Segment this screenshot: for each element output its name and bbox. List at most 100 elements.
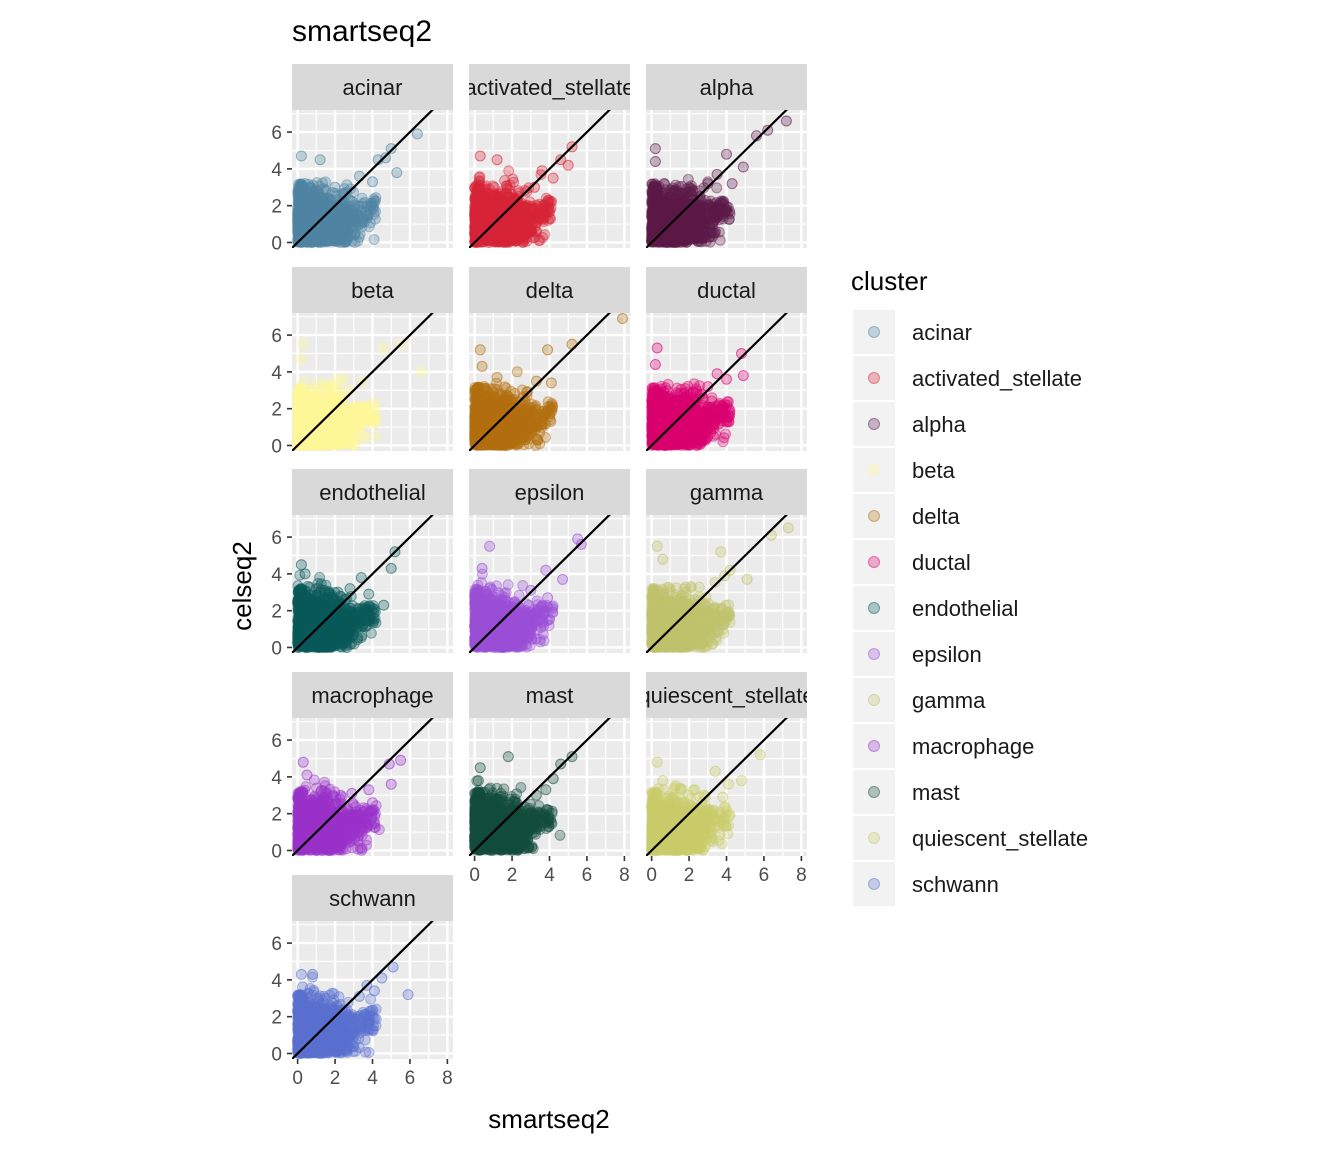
data-point	[307, 209, 319, 221]
data-point	[308, 232, 320, 244]
data-point	[479, 220, 491, 232]
data-point	[300, 207, 312, 219]
data-point	[296, 208, 308, 220]
data-point	[329, 233, 341, 245]
data-point	[469, 230, 481, 241]
data-point	[323, 232, 335, 244]
data-point	[341, 215, 353, 226]
data-point	[303, 235, 315, 247]
data-point	[524, 225, 536, 237]
data-point	[327, 235, 339, 247]
data-point	[296, 207, 308, 218]
data-point	[297, 211, 309, 223]
data-point	[294, 193, 306, 205]
data-point	[332, 224, 344, 236]
data-point	[356, 192, 368, 204]
data-point	[320, 235, 331, 247]
data-point	[337, 210, 349, 222]
data-point	[304, 216, 316, 227]
data-point	[293, 216, 305, 228]
data-point	[512, 211, 524, 223]
data-point	[298, 201, 310, 213]
data-point	[293, 198, 305, 209]
data-point	[321, 225, 333, 236]
data-point	[327, 228, 339, 240]
data-point-outlier	[762, 124, 774, 136]
data-point	[298, 219, 310, 231]
data-point	[353, 218, 365, 230]
data-point	[315, 199, 326, 211]
data-point	[295, 211, 307, 223]
data-point	[473, 194, 484, 206]
data-point-outlier	[411, 128, 423, 140]
data-point	[329, 214, 341, 226]
data-point	[315, 222, 327, 234]
data-point	[329, 219, 341, 231]
data-point	[296, 196, 308, 208]
data-point	[312, 231, 324, 243]
data-point	[329, 208, 341, 220]
data-point	[316, 231, 328, 243]
data-point	[337, 217, 349, 229]
data-point	[336, 207, 348, 219]
data-point	[317, 197, 329, 209]
data-point	[368, 197, 380, 209]
data-point	[351, 217, 363, 229]
data-point	[297, 230, 309, 242]
data-point	[473, 207, 485, 219]
data-point	[306, 203, 318, 215]
data-point	[323, 223, 335, 235]
data-point	[336, 218, 347, 230]
data-point	[314, 217, 326, 228]
data-point	[317, 209, 329, 221]
data-point	[297, 224, 309, 236]
data-point	[312, 185, 324, 197]
data-point	[330, 227, 342, 239]
data-point	[303, 214, 315, 226]
data-point	[297, 223, 308, 235]
data-point	[511, 223, 523, 235]
data-point	[298, 197, 310, 209]
data-point	[344, 211, 355, 223]
data-point	[319, 226, 331, 238]
data-point	[293, 185, 305, 197]
data-point	[303, 218, 315, 229]
data-point	[296, 182, 308, 194]
data-point	[317, 234, 329, 246]
data-point	[343, 230, 355, 242]
data-point	[324, 194, 336, 205]
data-point	[323, 230, 335, 242]
data-point	[293, 199, 305, 211]
data-point	[334, 207, 346, 219]
data-point	[313, 229, 324, 241]
data-point	[326, 230, 338, 242]
data-point	[294, 226, 306, 238]
data-point	[339, 226, 351, 238]
data-point	[292, 206, 304, 218]
data-point	[331, 214, 343, 226]
data-point	[303, 205, 315, 217]
data-point	[304, 190, 316, 201]
data-point	[339, 235, 351, 247]
data-point	[333, 210, 345, 222]
data-point	[305, 234, 316, 245]
data-point	[319, 230, 331, 242]
data-point	[307, 212, 319, 223]
data-point	[293, 224, 305, 236]
data-point	[472, 183, 484, 195]
data-point	[345, 229, 357, 241]
data-point	[301, 211, 313, 223]
data-point	[334, 222, 346, 234]
data-point	[339, 234, 351, 246]
data-point	[301, 225, 313, 237]
data-point	[299, 232, 310, 244]
data-point	[363, 209, 374, 221]
data-point	[315, 217, 327, 229]
data-point	[306, 225, 318, 237]
data-point	[299, 205, 311, 217]
data-point	[298, 206, 310, 218]
data-point	[295, 190, 307, 202]
data-point	[368, 195, 380, 207]
data-point	[307, 235, 319, 247]
data-point	[300, 207, 312, 219]
